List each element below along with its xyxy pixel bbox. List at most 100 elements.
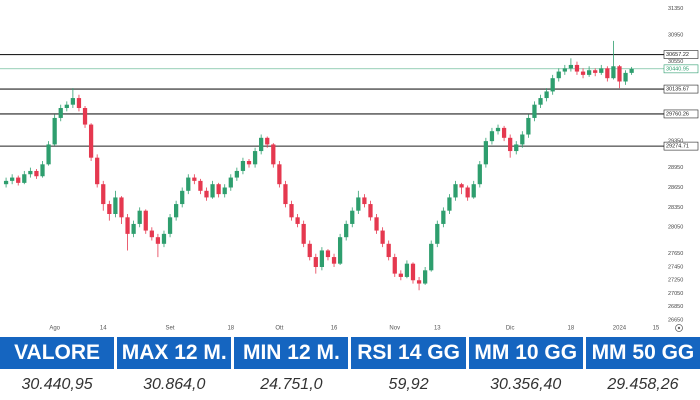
x-tick-label: Ott [275,326,283,332]
candle-body [143,210,148,231]
candle-body [344,223,349,238]
level-tag [663,50,699,59]
candle-body [210,184,215,198]
table-header: MM 10 GG [468,337,583,369]
candle-body [593,70,598,73]
x-tick-label: 2024 [613,326,627,332]
y-tick-label: 26650 [668,317,683,323]
candle-body [441,210,446,224]
candle-body [46,144,51,165]
candle-body [58,108,63,118]
candle-body [119,197,124,218]
candle-body [131,223,136,234]
y-tick-label: 28050 [668,225,683,231]
candle-body [192,177,197,181]
candle-body [64,104,69,108]
candle-body [404,263,410,277]
candle-body [228,177,233,188]
candle-body [216,184,221,195]
y-tick-label: 27650 [668,251,683,257]
candle-body [149,230,154,238]
y-tick-label: 27250 [668,278,683,284]
y-tick-label: 28350 [668,205,683,211]
y-tick-label: 27450 [668,264,683,270]
candle-body [325,250,331,258]
last-price-tag [663,64,699,74]
candle-body [180,190,185,205]
candle-body [271,144,276,165]
level-label: 29274.71 [666,144,689,150]
candle-body [398,273,403,277]
x-tick-label: 13 [434,326,441,332]
x-tick-label: 16 [331,326,338,332]
candle-body [82,108,88,125]
candle-body [283,184,288,205]
candle-body [489,131,495,142]
level-label: 29760.26 [666,111,689,117]
candle-body [301,223,306,244]
y-tick-label: 28650 [668,185,683,191]
table-cell: 24.751,0 [234,369,348,400]
candle-body [368,204,373,218]
candle-body [40,164,45,177]
y-tick-label: 30950 [668,33,683,39]
candle-body [240,161,246,171]
candle-body [319,250,325,267]
candle-body [28,170,33,175]
y-tick-label: 28950 [668,165,683,171]
y-tick-label: 27050 [668,291,683,297]
candle-body [313,257,318,267]
candle-body [259,137,264,152]
candle-body [34,170,39,177]
candle-body [526,117,531,135]
candle-body [52,117,57,145]
x-tick-label: Ago [49,326,60,332]
candle-body [465,187,470,198]
candle-body [10,177,15,181]
candle-body [234,170,239,178]
settings-icon[interactable] [675,324,683,332]
candle-body [307,243,312,258]
table-cell: 29.458,26 [586,369,700,400]
candle-body [520,134,525,145]
candle-body [101,184,106,205]
candle-body [113,197,118,214]
candle-body [568,64,574,69]
candle-body [95,157,100,185]
candle-body [125,217,130,234]
candle-body [374,217,379,231]
candle-body [277,164,282,185]
chart: 26650 26850 27050 27250 27450 27650 28050 28350… [0,0,700,337]
candle-body [508,137,513,152]
candle-body [161,233,167,244]
chart-background [0,0,700,337]
candle-body [453,184,458,198]
candle-body [599,68,604,73]
candle-body [623,72,628,82]
candle-body [538,98,543,105]
candle-body [605,68,610,79]
candle-body [337,237,343,264]
candle-body [459,184,464,188]
table-header: RSI 14 GG [351,337,466,369]
candle-body [137,210,142,224]
candle-body [167,217,173,234]
level-tag [663,141,699,151]
candle-body [483,141,488,165]
y-tick-label: 26850 [668,304,683,310]
candle-body [580,71,586,75]
candle-body [423,270,428,284]
y-tick-label: 29350 [668,139,683,145]
candle-body [392,257,397,274]
x-tick-label: 15 [653,326,660,332]
table-cell: 30.440,95 [0,369,114,400]
candle-body [76,98,82,108]
table-cell: 30.864,0 [117,369,231,400]
level-label: 30135.67 [666,87,689,93]
candle-body [447,197,452,211]
candle-body [514,144,519,152]
candle-body [155,237,161,244]
level-label: 30657.22 [666,52,689,58]
candle-body [289,204,294,218]
